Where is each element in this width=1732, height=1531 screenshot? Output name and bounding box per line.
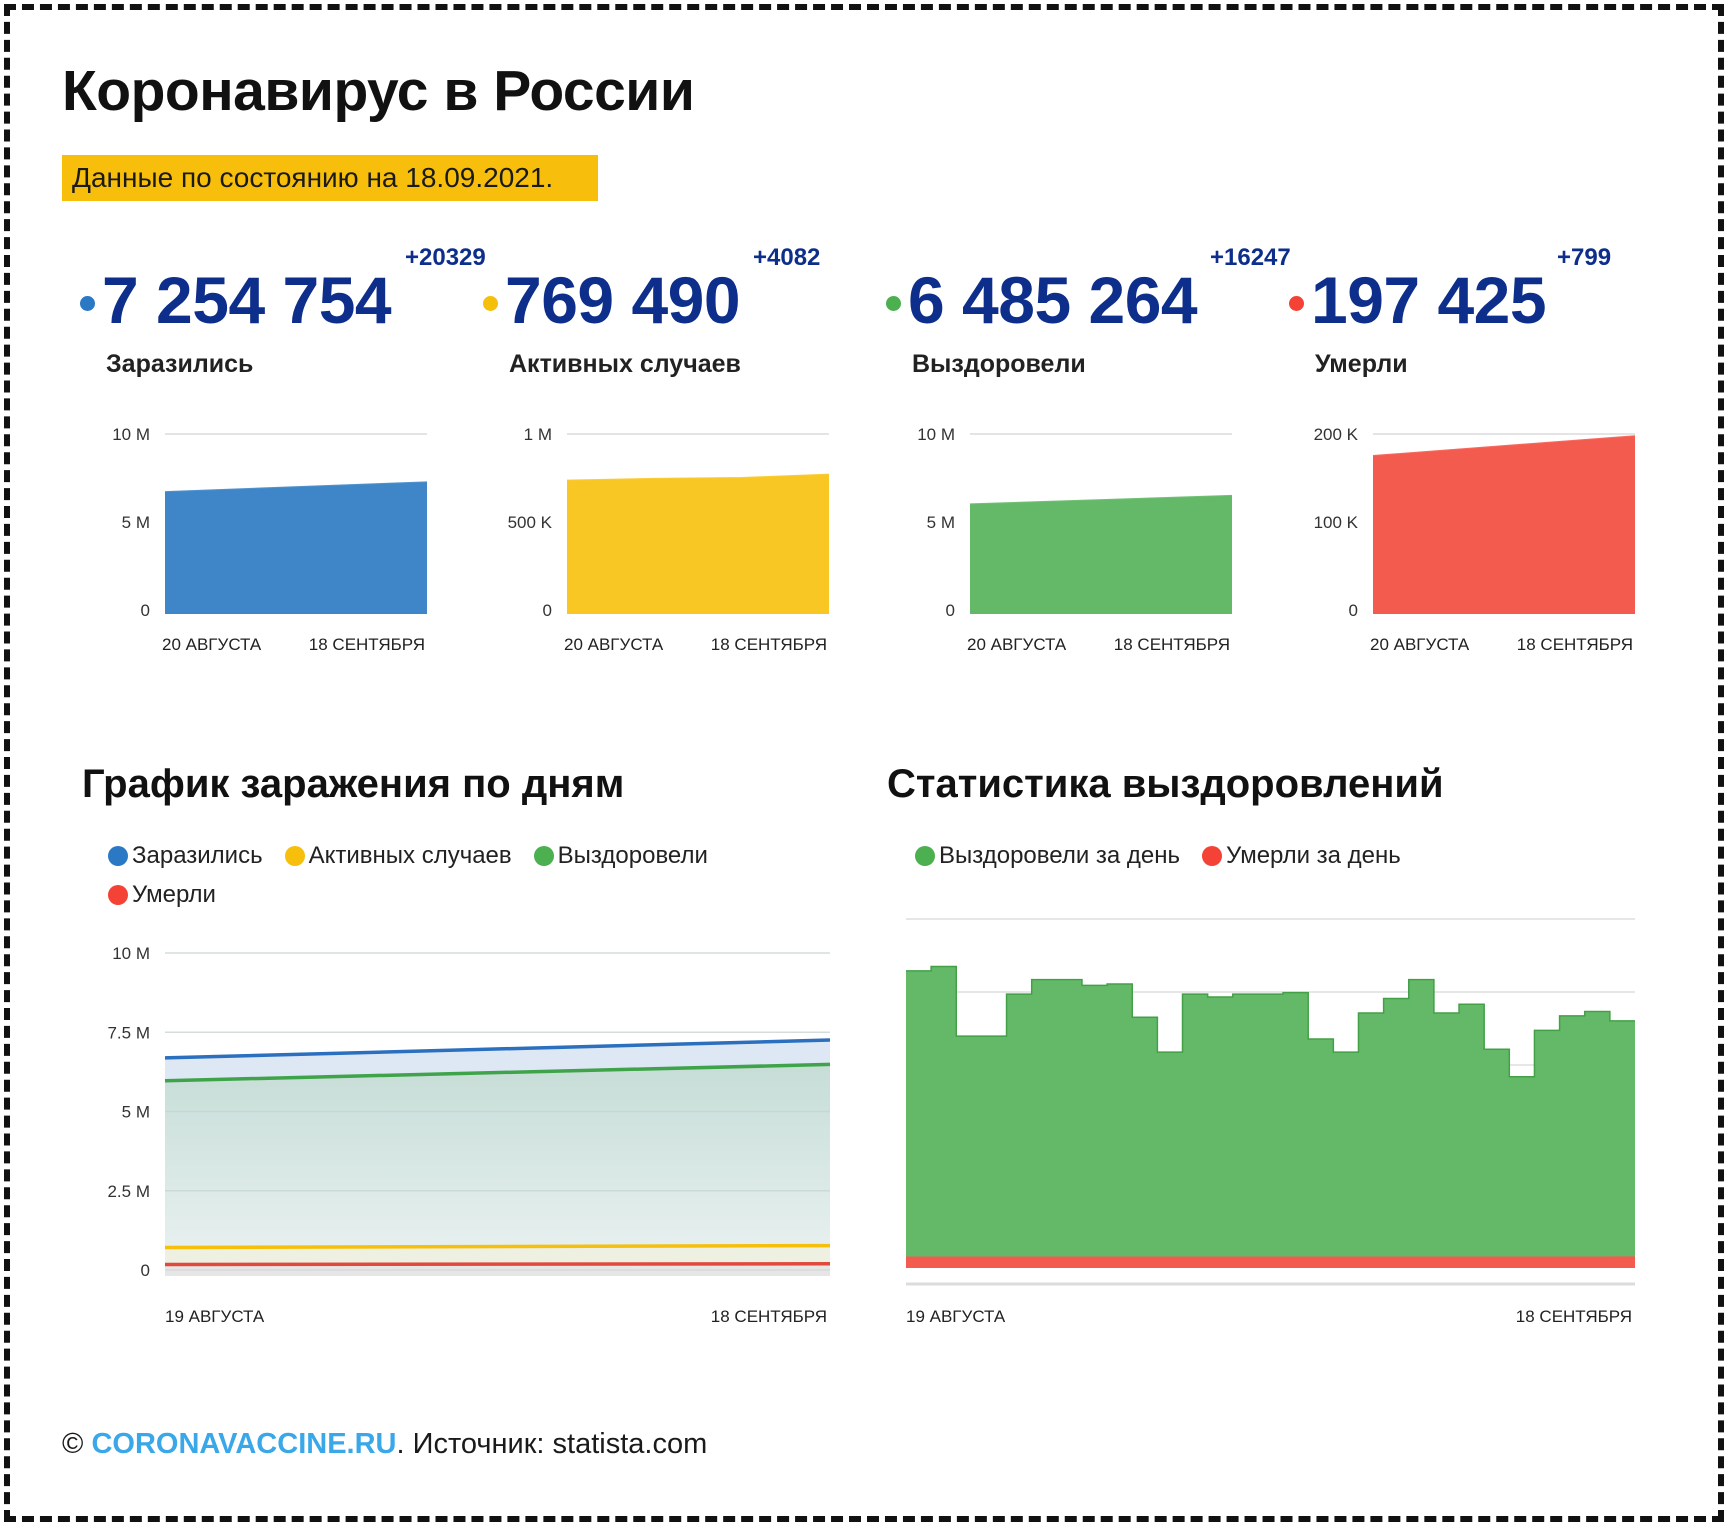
x-tick-label: 19 АВГУСТА <box>165 1307 265 1326</box>
dashed-frame <box>4 4 1724 1522</box>
y-tick-label: 5 M <box>122 1103 150 1122</box>
stat-active: 769 490 +4082 Активных случаев <box>483 240 863 390</box>
x-tick-label: 18 СЕНТЯБРЯ <box>711 635 827 654</box>
legend-item[interactable]: Заразились <box>108 838 263 874</box>
recovered-area <box>906 966 1635 1268</box>
daily-chart-title: График заражения по дням <box>82 762 625 806</box>
stat-value: 769 490 <box>505 263 741 337</box>
x-tick-label: 18 СЕНТЯБРЯ <box>1114 635 1230 654</box>
area-fill <box>970 495 1232 614</box>
y-tick-label: 500 K <box>508 513 553 532</box>
legend-item[interactable]: Умерли <box>108 877 216 913</box>
legend-item[interactable]: Выздоровели за день <box>915 838 1180 874</box>
stat-infected: 7 254 754 +20329 Заразились <box>80 240 486 390</box>
y-tick-label: 2.5 M <box>107 1182 150 1201</box>
legend-dot-icon <box>533 846 554 866</box>
stat-deaths: 197 425 +799 Умерли <box>1289 240 1669 390</box>
x-tick-label: 18 СЕНТЯБРЯ <box>711 1307 827 1326</box>
stat-value: 6 485 264 <box>908 263 1198 337</box>
legend-item[interactable]: Умерли за день <box>1202 838 1401 874</box>
x-tick-label: 20 АВГУСТА <box>162 635 262 654</box>
stat-delta: +16247 <box>1210 244 1291 271</box>
y-tick-label: 7.5 M <box>107 1023 150 1042</box>
area-fill <box>1373 436 1635 614</box>
source-text: . Источник: statista.com <box>396 1428 708 1460</box>
stat-label: Активных случаев <box>509 350 741 378</box>
y-tick-label: 5 M <box>122 513 150 532</box>
y-tick-label: 0 <box>543 601 552 620</box>
date-badge: Данные по состоянию на 18.09.2021. <box>62 155 598 201</box>
mini-chart-infected: 0 5 M 10 M 20 АВГУСТА 18 СЕНТЯБРЯ <box>100 418 430 663</box>
y-tick-label: 10 M <box>112 425 150 444</box>
legend-label: Выздоровели <box>557 842 708 869</box>
daily-legend: Заразились Активных случаев Выздоровели Уме… <box>108 838 828 916</box>
green-dot-icon <box>886 296 901 311</box>
y-tick-label: 0 <box>1349 601 1358 620</box>
blue-dot-icon <box>80 296 95 311</box>
y-tick-label: 5 M <box>927 513 955 532</box>
page-title: Коронавирус в России <box>62 59 695 123</box>
stat-value: 7 254 754 <box>102 263 392 337</box>
stat-label: Выздоровели <box>912 350 1086 378</box>
stat-recovered: 6 485 264 +16247 Выздоровели <box>886 240 1291 390</box>
y-tick-label: 1 M <box>524 425 552 444</box>
legend-item[interactable]: Активных случаев <box>284 838 512 874</box>
area-fill <box>567 474 829 614</box>
legend-dot-icon <box>108 885 128 905</box>
recovery-chart-title: Статистика выздоровлений <box>887 762 1444 806</box>
y-tick-label: 200 K <box>1314 425 1359 444</box>
legend-dot-icon <box>1202 846 1223 866</box>
series-line <box>164 1062 831 1083</box>
legend-dot-icon <box>108 846 128 866</box>
area-fill <box>165 482 427 614</box>
yellow-dot-icon <box>483 296 498 311</box>
x-tick-label: 18 СЕНТЯБРЯ <box>1517 635 1633 654</box>
stat-delta: +20329 <box>405 244 486 271</box>
y-tick-label: 0 <box>946 601 955 620</box>
stat-delta: +799 <box>1557 244 1612 271</box>
x-tick-label: 20 АВГУСТА <box>564 635 664 654</box>
series-line <box>164 1038 831 1060</box>
legend-label: Умерли <box>132 881 216 908</box>
x-tick-label: 20 АВГУСТА <box>967 635 1067 654</box>
brand-link[interactable]: CORONAVACCINE.RU <box>91 1428 397 1460</box>
mini-chart-deaths: 0 100 K 200 K 20 АВГУСТА 18 СЕНТЯБРЯ <box>1308 418 1638 663</box>
stat-label: Заразились <box>106 350 254 378</box>
legend-label: Заразились <box>132 842 263 869</box>
y-tick-label: 0 <box>141 1261 150 1280</box>
footer: © CORONAVACCINE.RU. Источник: statista.c… <box>62 1428 707 1461</box>
legend-label: Выздоровели за день <box>939 842 1181 869</box>
x-tick-label: 18 СЕНТЯБРЯ <box>309 635 425 654</box>
x-tick-label: 19 АВГУСТА <box>906 1307 1006 1326</box>
copyright-icon: © <box>62 1428 84 1460</box>
y-tick-label: 10 M <box>112 944 150 963</box>
recovery-step-chart: 19 АВГУСТА 18 СЕНТЯБРЯ <box>906 918 1635 1326</box>
series-line <box>164 1261 831 1267</box>
y-tick-label: 100 K <box>1314 513 1359 532</box>
legend-label: Умерли за день <box>1226 842 1401 869</box>
x-tick-label: 20 АВГУСТА <box>1370 635 1470 654</box>
mini-chart-active: 0 500 K 1 M 20 АВГУСТА 18 СЕНТЯБРЯ <box>502 418 832 663</box>
stat-label: Умерли <box>1315 350 1408 378</box>
x-tick-label: 18 СЕНТЯБРЯ <box>1516 1307 1632 1326</box>
daily-line-chart: 0 2.5 M 5 M 7.5 M 10 M 19 АВГУСТА 18 СЕНТЯБРЯ <box>107 944 831 1326</box>
legend-label: Активных случаев <box>308 842 512 869</box>
series-line <box>164 1243 831 1250</box>
y-tick-label: 10 M <box>917 425 955 444</box>
deaths-area <box>906 1256 1635 1268</box>
stat-value: 197 425 <box>1311 263 1547 337</box>
red-dot-icon <box>1289 296 1304 311</box>
stat-delta: +4082 <box>753 244 821 271</box>
y-tick-label: 0 <box>141 601 150 620</box>
recovery-legend: Выздоровели за день Умерли за день <box>915 838 1635 877</box>
legend-dot-icon <box>915 846 935 866</box>
legend-dot-icon <box>284 846 305 866</box>
legend-item[interactable]: Выздоровели <box>533 838 708 874</box>
mini-chart-recovered: 0 5 M 10 M 20 АВГУСТА 18 СЕНТЯБРЯ <box>905 418 1235 663</box>
